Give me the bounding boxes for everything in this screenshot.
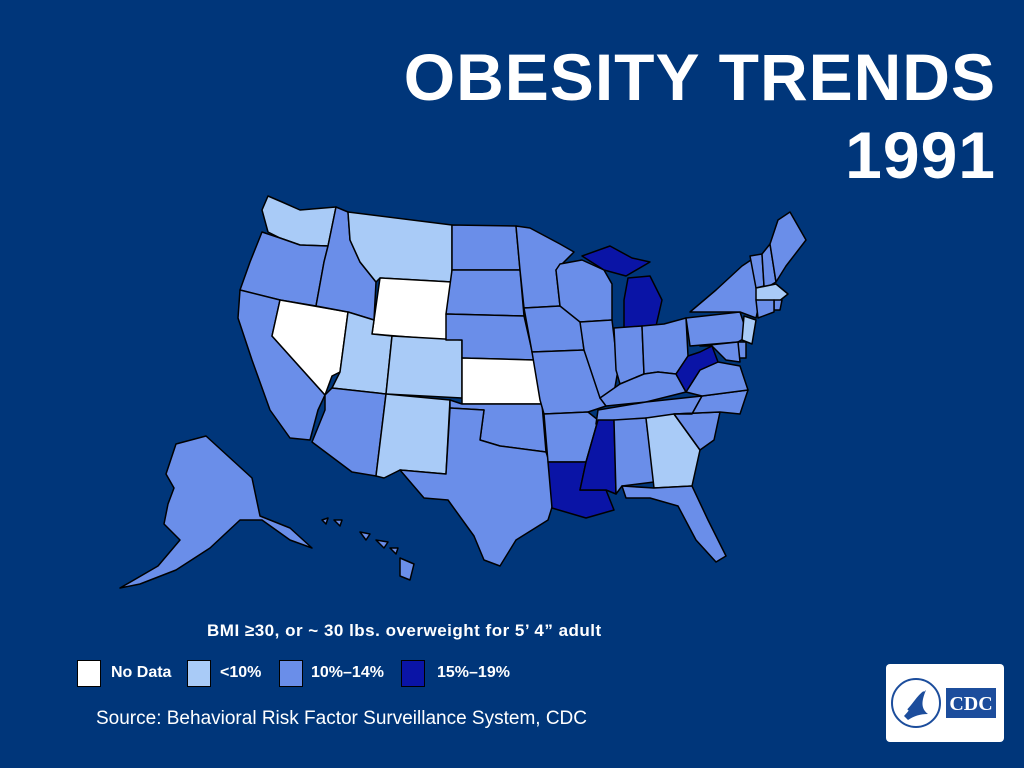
- state-co: [385, 335, 463, 399]
- slide-title: OBESITY TRENDS 1991: [404, 38, 996, 194]
- legend-swatch-under-10: [187, 660, 211, 687]
- title-line-1: OBESITY TRENDS: [403, 40, 996, 114]
- legend-label-under-10: <10%: [220, 664, 262, 681]
- legend-swatch-no-data: [77, 660, 101, 687]
- state-tx: [399, 407, 559, 567]
- state-fl: [621, 485, 727, 563]
- state-ks: [461, 357, 543, 405]
- state-nd: [451, 224, 521, 271]
- state-ak: [119, 435, 313, 589]
- state-al: [613, 417, 655, 495]
- state-wy: [371, 277, 453, 341]
- state-md: [699, 341, 741, 363]
- cdc-logo-text: CDC: [949, 693, 992, 715]
- state-ma: [755, 283, 789, 303]
- state-sd: [445, 269, 525, 317]
- state-ri: [773, 299, 783, 311]
- state-pa: [685, 311, 749, 347]
- state-nj: [741, 315, 757, 345]
- state-ct: [755, 299, 775, 319]
- source-citation: Source: Behavioral Risk Factor Surveilla…: [96, 708, 588, 729]
- state-wv: [675, 345, 719, 393]
- state-nm: [375, 393, 451, 479]
- hhs-eagle-icon: CDC: [891, 678, 996, 728]
- title-line-2: 1991: [845, 118, 996, 192]
- legend-swatch-10-14: [279, 660, 303, 687]
- state-me: [769, 211, 807, 283]
- state-az: [311, 387, 387, 477]
- legend-label-10-14: 10%–14%: [311, 664, 384, 681]
- legend-label-no-data: No Data: [111, 664, 172, 681]
- state-ny: [689, 257, 761, 319]
- legend-label-15-19: 15%–19%: [437, 664, 510, 681]
- legend-swatch-15-19: [401, 660, 425, 687]
- bmi-definition: BMI ≥30, or ~ 30 lbs. overweight for 5’ …: [207, 621, 602, 640]
- state-hi: [321, 517, 415, 581]
- cdc-logo: CDC: [886, 664, 1004, 742]
